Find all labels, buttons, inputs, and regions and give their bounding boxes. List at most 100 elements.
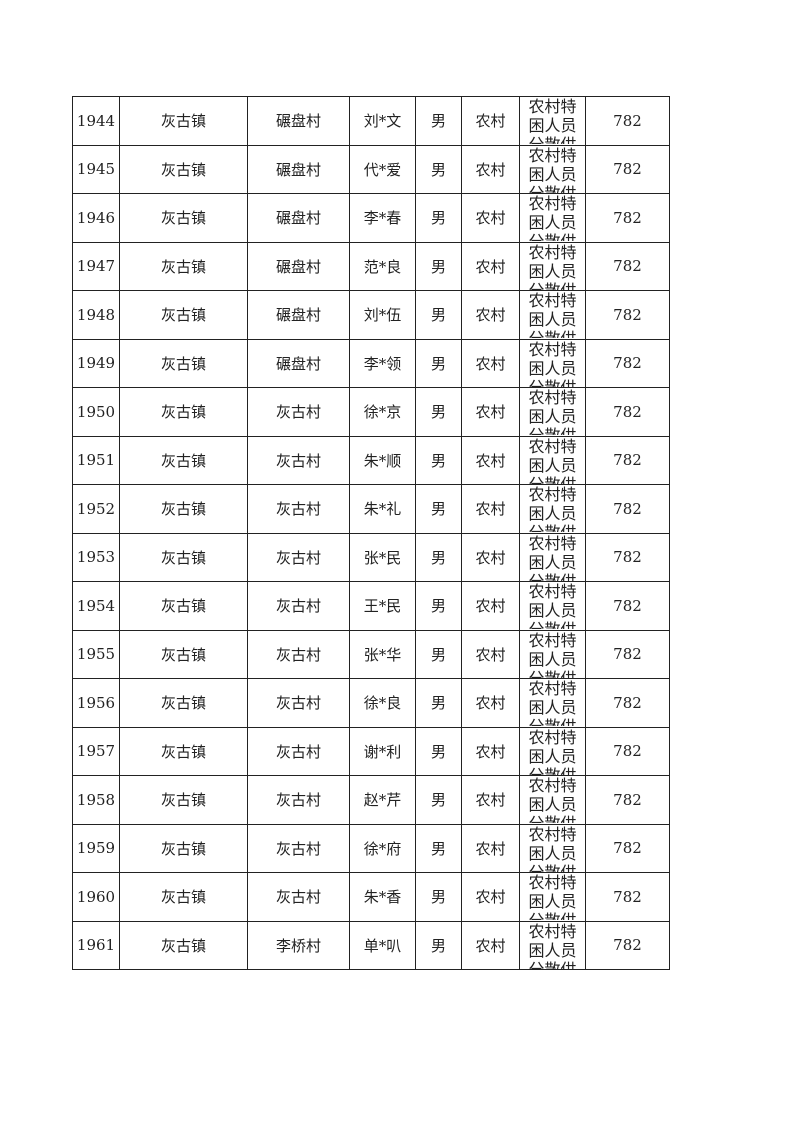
cell-gender: 男 (415, 387, 462, 437)
cell-amount: 782 (585, 241, 670, 291)
cell-name: 朱*香 (349, 872, 416, 922)
cell-name: 徐*府 (349, 823, 416, 873)
cell-gender: 男 (415, 532, 462, 582)
cell-town: 灰古镇 (119, 96, 248, 146)
cell-name: 范*良 (349, 241, 416, 291)
cell-town: 灰古镇 (119, 532, 248, 582)
cell-category-text: 农村特困人员分散供养 (528, 145, 577, 193)
cell-category-text: 农村特困人员分散供养 (528, 291, 577, 338)
cell-name: 刘*文 (349, 96, 416, 146)
cell-village: 灰古村 (247, 872, 350, 922)
records-table: 1944灰古镇碾盘村刘*文男农村农村特困人员分散供养7821945灰古镇碾盘村代… (72, 96, 670, 970)
cell-region: 农村 (461, 96, 520, 146)
cell-id: 1949 (72, 338, 120, 388)
cell-town: 灰古镇 (119, 144, 248, 194)
cell-category: 农村特困人员分散供养 (519, 726, 586, 776)
cell-village: 碾盘村 (247, 241, 350, 291)
cell-town: 灰古镇 (119, 726, 248, 776)
cell-town: 灰古镇 (119, 581, 248, 631)
cell-id: 1946 (72, 193, 120, 243)
cell-town: 灰古镇 (119, 435, 248, 485)
cell-category-text: 农村特困人员分散供养 (528, 194, 577, 241)
cell-region: 农村 (461, 581, 520, 631)
cell-id: 1959 (72, 823, 120, 873)
cell-id: 1950 (72, 387, 120, 437)
cell-village: 灰古村 (247, 484, 350, 534)
cell-category: 农村特困人员分散供养 (519, 532, 586, 582)
cell-amount: 782 (585, 678, 670, 728)
cell-id: 1956 (72, 678, 120, 728)
cell-id: 1958 (72, 775, 120, 825)
cell-village: 碾盘村 (247, 144, 350, 194)
cell-village: 灰古村 (247, 726, 350, 776)
cell-category: 农村特困人员分散供养 (519, 872, 586, 922)
cell-category: 农村特困人员分散供养 (519, 581, 586, 631)
cell-town: 灰古镇 (119, 290, 248, 340)
cell-name: 徐*京 (349, 387, 416, 437)
cell-region: 农村 (461, 678, 520, 728)
cell-category-text: 农村特困人员分散供养 (528, 630, 577, 678)
cell-village: 李桥村 (247, 920, 350, 970)
cell-gender: 男 (415, 920, 462, 970)
cell-category: 农村特困人员分散供养 (519, 678, 586, 728)
cell-id: 1953 (72, 532, 120, 582)
cell-id: 1948 (72, 290, 120, 340)
cell-region: 农村 (461, 435, 520, 485)
cell-village: 灰古村 (247, 629, 350, 679)
cell-category-text: 农村特困人员分散供养 (528, 339, 577, 387)
cell-id: 1961 (72, 920, 120, 970)
cell-village: 灰古村 (247, 387, 350, 437)
cell-village: 灰古村 (247, 678, 350, 728)
cell-region: 农村 (461, 872, 520, 922)
cell-category-text: 农村特困人员分散供养 (528, 873, 577, 920)
cell-name: 单*叭 (349, 920, 416, 970)
cell-id: 1960 (72, 872, 120, 922)
cell-town: 灰古镇 (119, 193, 248, 243)
cell-category: 农村特困人员分散供养 (519, 338, 586, 388)
cell-id: 1947 (72, 241, 120, 291)
cell-gender: 男 (415, 484, 462, 534)
cell-category: 农村特困人员分散供养 (519, 290, 586, 340)
cell-region: 农村 (461, 241, 520, 291)
cell-region: 农村 (461, 629, 520, 679)
cell-category: 农村特困人员分散供养 (519, 435, 586, 485)
cell-village: 灰古村 (247, 581, 350, 631)
cell-category: 农村特困人员分散供养 (519, 96, 586, 146)
cell-category-text: 农村特困人员分散供养 (528, 776, 577, 823)
cell-name: 朱*礼 (349, 484, 416, 534)
cell-name: 朱*顺 (349, 435, 416, 485)
cell-amount: 782 (585, 290, 670, 340)
cell-category: 农村特困人员分散供养 (519, 920, 586, 970)
cell-amount: 782 (585, 144, 670, 194)
cell-name: 张*华 (349, 629, 416, 679)
cell-category-text: 农村特困人员分散供养 (528, 727, 577, 775)
cell-category-text: 农村特困人员分散供养 (528, 242, 577, 290)
cell-gender: 男 (415, 290, 462, 340)
cell-town: 灰古镇 (119, 678, 248, 728)
cell-town: 灰古镇 (119, 387, 248, 437)
cell-village: 灰古村 (247, 532, 350, 582)
cell-id: 1955 (72, 629, 120, 679)
cell-category: 农村特困人员分散供养 (519, 484, 586, 534)
cell-name: 徐*良 (349, 678, 416, 728)
cell-gender: 男 (415, 581, 462, 631)
cell-village: 灰古村 (247, 775, 350, 825)
cell-region: 农村 (461, 290, 520, 340)
cell-category: 农村特困人员分散供养 (519, 387, 586, 437)
cell-amount: 782 (585, 96, 670, 146)
cell-region: 农村 (461, 532, 520, 582)
cell-gender: 男 (415, 629, 462, 679)
cell-amount: 782 (585, 823, 670, 873)
cell-gender: 男 (415, 241, 462, 291)
cell-amount: 782 (585, 629, 670, 679)
cell-amount: 782 (585, 532, 670, 582)
